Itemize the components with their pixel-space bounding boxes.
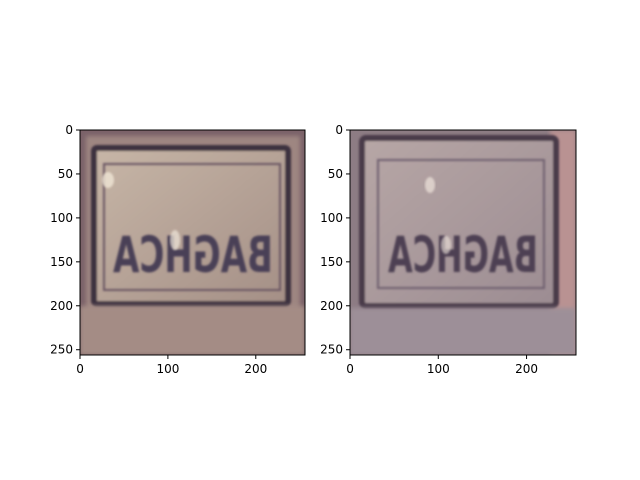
plate-text-right: BAGHCA: [388, 226, 538, 284]
y-tick-label-100: 100: [320, 211, 343, 225]
y-tick-label-50: 50: [58, 167, 73, 181]
y-tick-label-200: 200: [50, 299, 73, 313]
y-tick-label-150: 150: [320, 255, 343, 269]
x-tick-label-100: 100: [427, 362, 450, 376]
y-tick-label-250: 250: [50, 343, 73, 357]
image-panel-right: BAGHCA 0 100 200 0 50 100 150 200 250: [320, 123, 576, 376]
x-tick-label-0: 0: [346, 362, 354, 376]
x-tick-label-200: 200: [515, 362, 538, 376]
y-tick-label-0: 0: [65, 123, 73, 137]
y-tick-label-100: 100: [50, 211, 73, 225]
image-panel-left: BAGHCA 0 100 200 0 50 100 150 200 250: [50, 123, 305, 376]
x-tick-label-200: 200: [244, 362, 267, 376]
y-tick-label-150: 150: [50, 255, 73, 269]
y-tick-label-0: 0: [335, 123, 343, 137]
x-tick-label-0: 0: [76, 362, 84, 376]
x-tick-label-100: 100: [156, 362, 179, 376]
plate-text-left: BAGHCA: [113, 226, 273, 284]
y-tick-label-200: 200: [320, 299, 343, 313]
y-tick-label-50: 50: [328, 167, 343, 181]
y-tick-label-250: 250: [320, 343, 343, 357]
